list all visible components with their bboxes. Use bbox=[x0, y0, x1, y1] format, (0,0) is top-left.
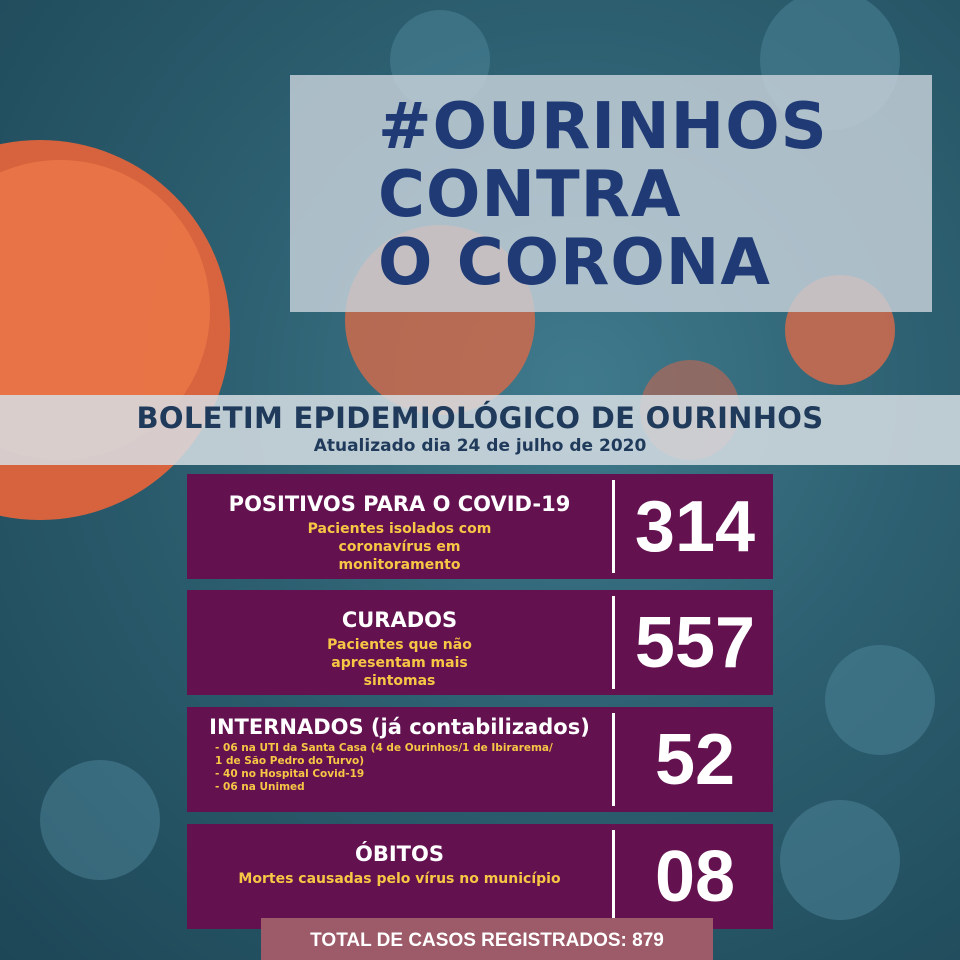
card-value: 08 bbox=[654, 836, 736, 917]
headline-line: O CORONA bbox=[378, 226, 771, 300]
stat-card-curados: CURADOS Pacientes que não apresentam mai… bbox=[187, 590, 773, 695]
card-description: Mortes causadas pelo vírus no município bbox=[238, 871, 561, 887]
detail-item: - 06 na Unimed bbox=[215, 781, 305, 793]
detail-item: 1 de São Pedro do Turvo) bbox=[215, 755, 365, 767]
card-title: POSITIVOS PARA O COVID-19 bbox=[228, 492, 571, 516]
bulletin-banner: BOLETIM EPIDEMIOLÓGICO DE OURINHOS Atual… bbox=[0, 395, 960, 465]
headline-line: CONTRA bbox=[378, 158, 682, 232]
card-details: - 06 na UTI da Santa Casa (4 de Ourinhos… bbox=[187, 742, 612, 794]
card-title: INTERNADOS (já contabilizados) bbox=[209, 715, 590, 739]
card-value: 314 bbox=[634, 486, 756, 567]
card-value: 557 bbox=[634, 602, 756, 683]
total-cases-bar: TOTAL DE CASOS REGISTRADOS: 879 bbox=[261, 918, 713, 960]
divider bbox=[612, 713, 615, 806]
card-value: 52 bbox=[654, 719, 736, 800]
detail-item: - 40 no Hospital Covid-19 bbox=[215, 768, 365, 780]
bulletin-title: BOLETIM EPIDEMIOLÓGICO DE OURINHOS bbox=[136, 401, 824, 435]
card-description: Pacientes que não apresentam mais sintom… bbox=[327, 637, 472, 689]
divider bbox=[612, 830, 615, 923]
card-title: ÓBITOS bbox=[355, 842, 444, 866]
card-description: Pacientes isolados com coronavírus em mo… bbox=[307, 521, 492, 573]
campaign-headline: #OURINHOS CONTRA O CORONA bbox=[290, 75, 932, 312]
stat-card-obitos: ÓBITOS Mortes causadas pelo vírus no mun… bbox=[187, 824, 773, 929]
headline-line: #OURINHOS bbox=[378, 90, 828, 164]
detail-item: - 06 na UTI da Santa Casa (4 de Ourinhos… bbox=[215, 742, 553, 754]
stat-card-internados: INTERNADOS (já contabilizados) - 06 na U… bbox=[187, 707, 773, 812]
divider bbox=[612, 480, 615, 573]
stat-card-positivos: POSITIVOS PARA O COVID-19 Pacientes isol… bbox=[187, 474, 773, 579]
divider bbox=[612, 596, 615, 689]
card-title: CURADOS bbox=[341, 608, 458, 632]
bulletin-date: Atualizado dia 24 de julho de 2020 bbox=[313, 436, 647, 456]
